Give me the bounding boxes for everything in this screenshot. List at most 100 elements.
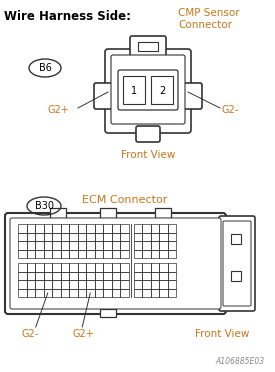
Text: 2: 2 <box>159 86 165 96</box>
Bar <box>159 224 167 232</box>
Bar <box>69 263 78 272</box>
Bar <box>120 272 128 280</box>
Bar <box>150 250 159 258</box>
Bar <box>78 241 86 250</box>
Bar <box>111 232 120 241</box>
Bar <box>231 234 241 244</box>
Bar <box>69 272 78 280</box>
Bar <box>159 263 167 272</box>
Bar <box>150 232 159 241</box>
Bar <box>35 272 43 280</box>
FancyBboxPatch shape <box>223 221 251 306</box>
Bar <box>142 250 150 258</box>
Bar <box>35 250 43 258</box>
Text: A106885E03: A106885E03 <box>216 357 265 366</box>
Text: G2-: G2- <box>222 105 239 115</box>
Bar <box>111 224 120 232</box>
Bar <box>150 263 159 272</box>
Bar <box>111 272 120 280</box>
Bar <box>26 272 35 280</box>
Bar <box>35 280 43 289</box>
Bar <box>142 272 150 280</box>
Bar <box>111 250 120 258</box>
Text: Wire Harness Side:: Wire Harness Side: <box>4 10 131 23</box>
Bar <box>69 280 78 289</box>
Bar <box>26 289 35 297</box>
Bar <box>142 241 150 250</box>
Bar <box>26 232 35 241</box>
Bar <box>120 241 128 250</box>
Bar <box>43 289 52 297</box>
Bar <box>167 224 176 232</box>
Text: G2-: G2- <box>22 329 39 339</box>
Bar <box>133 272 142 280</box>
Bar <box>52 232 60 241</box>
Bar <box>86 280 95 289</box>
Bar <box>86 272 95 280</box>
Bar <box>133 280 142 289</box>
Bar <box>159 289 167 297</box>
Text: Front View: Front View <box>195 329 249 339</box>
Bar <box>95 280 103 289</box>
Bar <box>103 224 111 232</box>
Bar <box>95 289 103 297</box>
Bar <box>60 280 69 289</box>
Bar <box>18 232 26 241</box>
Bar <box>50 208 66 218</box>
Text: 1: 1 <box>131 86 137 96</box>
Text: CMP Sensor
Connector: CMP Sensor Connector <box>178 8 240 30</box>
Bar <box>167 250 176 258</box>
Bar <box>120 289 128 297</box>
Bar <box>167 272 176 280</box>
Bar <box>69 241 78 250</box>
Bar <box>78 232 86 241</box>
Bar <box>159 250 167 258</box>
FancyBboxPatch shape <box>94 83 114 109</box>
Text: G2+: G2+ <box>48 105 70 115</box>
Bar <box>69 224 78 232</box>
Bar <box>120 224 128 232</box>
Bar <box>52 241 60 250</box>
Bar <box>43 272 52 280</box>
FancyBboxPatch shape <box>182 83 202 109</box>
Bar <box>60 289 69 297</box>
Bar <box>103 250 111 258</box>
Bar <box>159 232 167 241</box>
Bar <box>52 272 60 280</box>
Bar <box>52 250 60 258</box>
Bar <box>167 289 176 297</box>
Bar <box>95 263 103 272</box>
FancyBboxPatch shape <box>105 49 191 133</box>
Bar <box>26 250 35 258</box>
Bar <box>43 224 52 232</box>
Bar <box>120 232 128 241</box>
Bar <box>150 289 159 297</box>
Bar <box>142 232 150 241</box>
Bar <box>86 232 95 241</box>
Bar <box>159 272 167 280</box>
Bar <box>95 272 103 280</box>
Bar <box>95 250 103 258</box>
Bar <box>142 280 150 289</box>
FancyBboxPatch shape <box>130 36 166 58</box>
Bar <box>167 232 176 241</box>
Text: B30: B30 <box>34 201 54 211</box>
Bar <box>35 224 43 232</box>
Bar <box>150 224 159 232</box>
Bar <box>95 224 103 232</box>
FancyBboxPatch shape <box>118 70 178 110</box>
Bar <box>111 263 120 272</box>
Bar <box>142 289 150 297</box>
FancyBboxPatch shape <box>111 55 185 124</box>
Bar <box>35 241 43 250</box>
Bar <box>167 241 176 250</box>
Bar <box>100 309 116 317</box>
Bar <box>60 232 69 241</box>
Bar <box>69 289 78 297</box>
Bar <box>60 224 69 232</box>
Bar <box>26 280 35 289</box>
Bar <box>78 289 86 297</box>
Bar <box>100 208 116 218</box>
FancyBboxPatch shape <box>10 218 221 309</box>
Bar <box>43 241 52 250</box>
